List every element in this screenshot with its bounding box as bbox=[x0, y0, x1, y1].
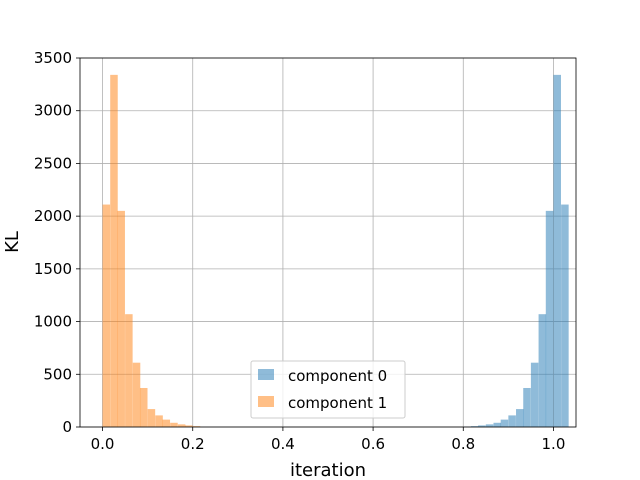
histogram-bar-component-0 bbox=[545, 210, 554, 427]
histogram-bar-component-1 bbox=[177, 424, 186, 427]
histogram-bars bbox=[102, 74, 569, 428]
histogram-bar-component-0 bbox=[561, 204, 569, 427]
x-axis-label: iteration bbox=[290, 460, 366, 480]
histogram-bar-component-1 bbox=[185, 425, 193, 427]
legend-swatch-component-1 bbox=[258, 396, 274, 407]
y-tick-label: 1000 bbox=[34, 313, 72, 331]
histogram-bar-component-1 bbox=[102, 204, 111, 427]
histogram-bar-component-0 bbox=[538, 314, 547, 427]
histogram-bar-component-0 bbox=[478, 425, 486, 427]
x-tick-label: 0.8 bbox=[451, 435, 475, 453]
x-tick-label: 1.0 bbox=[542, 435, 566, 453]
legend: component 0 component 1 bbox=[250, 360, 406, 419]
histogram-bar-component-1 bbox=[192, 426, 201, 427]
legend-label-component-1: component 1 bbox=[288, 394, 387, 412]
y-tick-label: 2000 bbox=[34, 207, 72, 225]
legend-label-component-0: component 0 bbox=[288, 367, 387, 385]
histogram-bar-component-1 bbox=[132, 362, 141, 427]
x-axis-ticks: 0.0 0.2 0.4 0.6 0.8 1.0 bbox=[91, 427, 566, 453]
histogram-bar-component-0 bbox=[485, 424, 494, 427]
legend-swatch-component-0 bbox=[258, 369, 274, 380]
y-tick-label: 500 bbox=[43, 365, 72, 383]
x-tick-label: 0.6 bbox=[361, 435, 385, 453]
histogram-bar-component-1 bbox=[170, 422, 178, 427]
histogram-bar-component-1 bbox=[110, 74, 118, 428]
x-tick-label: 0.4 bbox=[271, 435, 295, 453]
y-axis-label: KL bbox=[2, 231, 23, 253]
histogram-bar-component-0 bbox=[516, 409, 524, 427]
histogram-bar-component-0 bbox=[493, 422, 502, 427]
histogram-bar-component-1 bbox=[139, 387, 148, 427]
histogram-bar-component-1 bbox=[125, 314, 133, 427]
y-tick-label: 3000 bbox=[34, 102, 72, 120]
x-tick-label: 0.0 bbox=[91, 435, 115, 453]
legend-box bbox=[250, 360, 406, 419]
y-tick-label: 1500 bbox=[34, 260, 72, 278]
y-tick-label: 3500 bbox=[34, 49, 72, 67]
histogram-bar-component-0 bbox=[523, 387, 531, 427]
histogram-bar-component-1 bbox=[162, 419, 171, 427]
histogram-bar-component-0 bbox=[470, 426, 479, 427]
y-tick-label: 0 bbox=[62, 418, 72, 436]
plot-frame bbox=[79, 57, 577, 428]
histogram-bar-component-1 bbox=[117, 210, 125, 427]
histogram-bar-component-0 bbox=[530, 362, 539, 427]
histogram-bar-component-1 bbox=[147, 409, 156, 427]
histogram-bar-component-0 bbox=[553, 74, 561, 428]
y-axis-ticks: 0 500 1000 1500 2000 2500 3000 3500 bbox=[34, 49, 80, 436]
histogram-bar-component-0 bbox=[500, 419, 509, 427]
histogram-bar-component-1 bbox=[155, 415, 163, 427]
y-tick-label: 2500 bbox=[34, 154, 72, 172]
histogram-bar-component-0 bbox=[508, 415, 516, 427]
x-tick-label: 0.2 bbox=[181, 435, 205, 453]
